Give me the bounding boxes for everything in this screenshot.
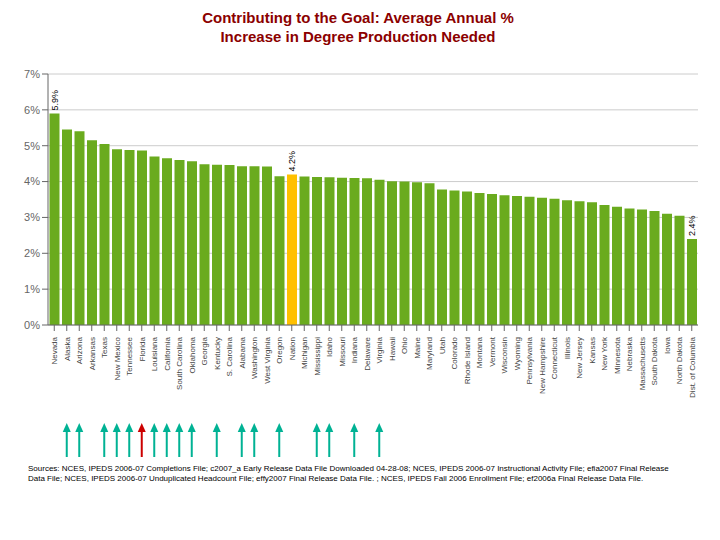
svg-text:Maine: Maine [413, 336, 422, 358]
svg-text:Idaho: Idaho [325, 336, 334, 357]
svg-text:Florida: Florida [138, 336, 147, 361]
svg-text:South Carolina: South Carolina [175, 336, 184, 389]
svg-text:Missouri: Missouri [338, 337, 347, 367]
svg-text:California: California [163, 336, 172, 370]
svg-text:New York: New York [600, 336, 609, 371]
svg-text:6%: 6% [24, 104, 40, 116]
svg-text:Alaska: Alaska [63, 336, 72, 361]
svg-text:Nevada: Nevada [50, 336, 59, 364]
svg-text:Colorado: Colorado [450, 336, 459, 369]
svg-text:Indiana: Indiana [350, 336, 359, 363]
svg-text:Illinois: Illinois [563, 337, 572, 359]
svg-text:Wisconsin: Wisconsin [500, 337, 509, 373]
svg-text:Nebraska: Nebraska [625, 336, 634, 371]
svg-text:5.9%: 5.9% [50, 90, 60, 111]
svg-text:Georgia: Georgia [200, 336, 209, 365]
svg-text:South Dakota: South Dakota [650, 336, 659, 385]
html-text:Contributing to the Goal: Aver: Contributing to the Goal: Average Annual… [202, 9, 514, 45]
svg-text:2.4%: 2.4% [687, 215, 697, 236]
svg-text:2%: 2% [24, 247, 40, 259]
svg-text:North Dakota: North Dakota [675, 336, 684, 384]
svg-text:Alabama: Alabama [238, 336, 247, 368]
svg-text:Virginia: Virginia [375, 336, 384, 363]
svg-text:4%: 4% [24, 175, 40, 187]
svg-text:Washington: Washington [250, 337, 259, 379]
svg-text:Oklahoma: Oklahoma [188, 336, 197, 373]
svg-text:Mississippi: Mississippi [313, 337, 322, 376]
svg-text:Pennsylvania: Pennsylvania [525, 336, 534, 384]
svg-text:Delaware: Delaware [363, 336, 372, 370]
svg-text:Wyoming: Wyoming [513, 337, 522, 370]
svg-text:Ohio: Ohio [400, 336, 409, 353]
svg-text:1%: 1% [24, 283, 40, 295]
html-text:Sources: NCES, IPEDS 2006-07 C: Sources: NCES, IPEDS 2006-07 Completions… [28, 464, 669, 483]
svg-text:Dist. of Columbia: Dist. of Columbia [688, 336, 697, 397]
svg-text:Nation: Nation [288, 337, 297, 360]
svg-text:Texas: Texas [100, 337, 109, 358]
svg-text:Iowa: Iowa [663, 336, 672, 353]
svg-text:New Mexico: New Mexico [113, 336, 122, 380]
svg-text:Arizona: Arizona [75, 336, 84, 364]
svg-text:4.2%: 4.2% [287, 151, 297, 172]
svg-text:Connecticut: Connecticut [550, 336, 559, 379]
svg-text:7%: 7% [24, 68, 40, 80]
svg-text:3%: 3% [24, 211, 40, 223]
svg-text:Maryland: Maryland [425, 337, 434, 370]
svg-text:Minnesota: Minnesota [613, 336, 622, 373]
svg-text:New Jersey: New Jersey [575, 337, 584, 379]
svg-text:Vermont: Vermont [488, 336, 497, 367]
svg-text:0%: 0% [24, 319, 40, 331]
svg-text:Oregon: Oregon [275, 337, 284, 364]
svg-text:West Virginia: West Virginia [263, 336, 272, 383]
svg-text:Tennessee: Tennessee [125, 336, 134, 375]
svg-text:Michigan: Michigan [300, 337, 309, 369]
svg-text:Utah: Utah [438, 337, 447, 354]
svg-text:S. Carolina: S. Carolina [225, 336, 234, 376]
svg-text:Kansas: Kansas [588, 337, 597, 364]
svg-text:Louisiana: Louisiana [150, 336, 159, 371]
svg-text:5%: 5% [24, 140, 40, 152]
svg-text:Kentucky: Kentucky [213, 337, 222, 370]
svg-text:Massachusetts: Massachusetts [638, 337, 647, 390]
svg-text:Arkansas: Arkansas [88, 337, 97, 370]
svg-text:Montana: Montana [475, 336, 484, 368]
svg-text:Hawaii: Hawaii [388, 337, 397, 361]
svg-text:New Hampshire: New Hampshire [538, 336, 547, 393]
svg-text:Rhode Island: Rhode Island [463, 337, 472, 384]
